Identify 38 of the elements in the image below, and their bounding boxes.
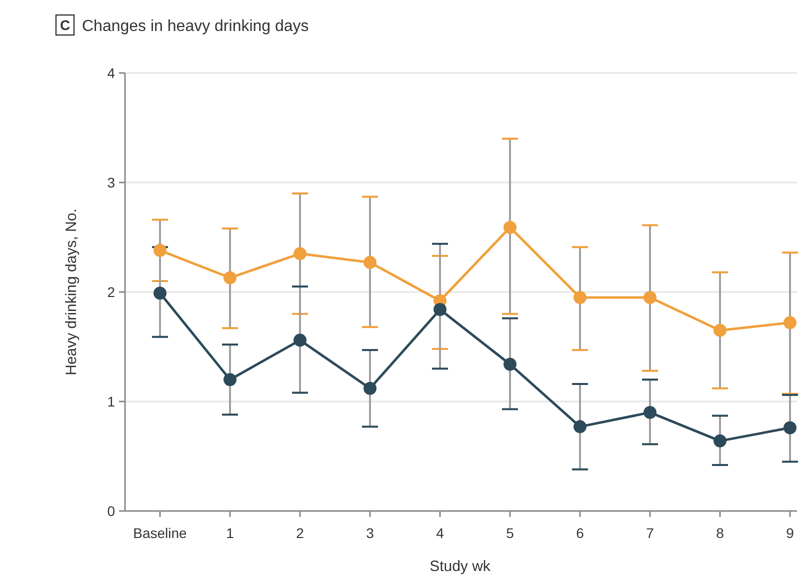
x-tick-label: Baseline [133, 525, 188, 541]
point [574, 290, 586, 304]
point [364, 256, 376, 269]
point [154, 286, 166, 300]
point [224, 373, 236, 386]
y-axis-title: Heavy drinking days, No. [63, 208, 80, 376]
point [714, 434, 726, 448]
point [504, 358, 516, 371]
text: C [60, 17, 70, 33]
point [504, 220, 516, 234]
point [154, 244, 166, 257]
point [224, 271, 236, 284]
point [784, 316, 796, 330]
x-tick-label: 6 [576, 525, 584, 541]
y-tick-label: 0 [107, 502, 116, 519]
x-tick-label: 7 [646, 525, 654, 541]
x-tick-label: 4 [436, 525, 444, 541]
point [434, 303, 446, 316]
x-tick-label: 8 [716, 525, 724, 541]
y-tick-label: 2 [107, 284, 116, 300]
x-tick-label: 9 [786, 525, 794, 541]
point [294, 247, 306, 260]
point [714, 324, 726, 337]
y-tick-label: 3 [107, 174, 116, 190]
y-tick-label: 4 [107, 64, 116, 81]
x-tick-label: 5 [506, 525, 514, 541]
point [784, 421, 796, 434]
point [644, 406, 656, 419]
x-axis-title: Study wk [430, 558, 491, 575]
x-tick-label: 1 [226, 525, 234, 541]
chart-title: Changes in heavy drinking days [82, 18, 309, 35]
point [294, 334, 306, 347]
y-tick-label: 1 [107, 393, 116, 410]
x-tick-label: 3 [366, 525, 374, 541]
point [644, 290, 656, 304]
x-tick-label: 2 [296, 525, 304, 541]
point [574, 420, 586, 434]
point [364, 382, 376, 395]
